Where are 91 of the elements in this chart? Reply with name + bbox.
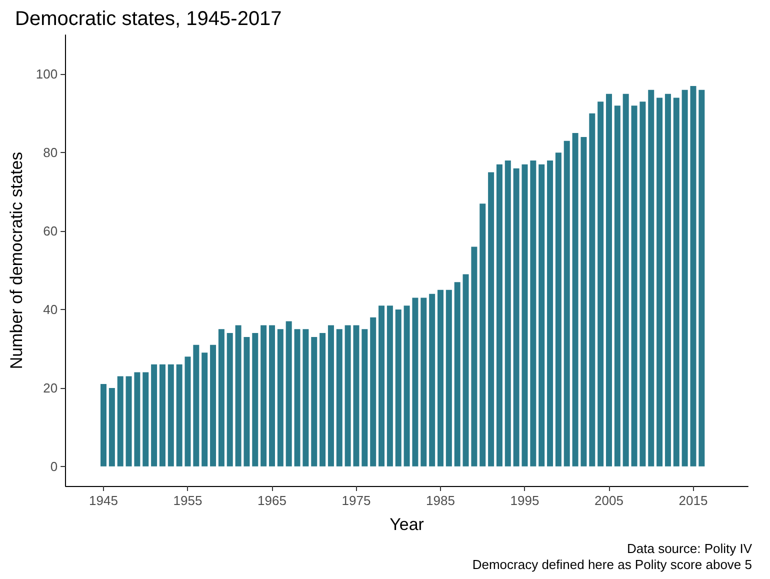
x-tick-label: 2005 xyxy=(594,493,624,508)
y-tick-label: 100 xyxy=(36,66,58,82)
bar xyxy=(226,333,233,466)
bar xyxy=(142,372,149,466)
bar xyxy=(648,90,654,466)
bar xyxy=(252,333,258,466)
bar xyxy=(564,140,570,466)
source-note: Data source: Polity IV xyxy=(627,541,752,556)
bar xyxy=(640,102,646,466)
bar xyxy=(698,90,705,466)
x-tick-label: 1975 xyxy=(342,493,371,508)
bar xyxy=(386,306,393,466)
bar xyxy=(320,333,326,466)
bar xyxy=(328,325,334,466)
bar xyxy=(462,274,469,466)
bar xyxy=(117,376,124,466)
bar xyxy=(269,325,275,466)
bar xyxy=(513,168,520,466)
y-tick-label: 20 xyxy=(43,380,58,396)
bar xyxy=(302,329,309,466)
bar xyxy=(151,364,158,466)
bar xyxy=(344,325,351,466)
x-tick-label: 1965 xyxy=(258,493,286,508)
y-tick-label: 60 xyxy=(43,224,58,239)
bar xyxy=(572,133,578,466)
bar xyxy=(370,317,376,466)
bar xyxy=(614,106,620,466)
bar xyxy=(496,164,502,466)
bar xyxy=(134,372,140,466)
bar xyxy=(580,136,587,466)
bar xyxy=(673,98,680,466)
bar xyxy=(555,152,562,466)
x-tick-label: 1985 xyxy=(426,493,455,508)
bar xyxy=(471,246,478,466)
x-tick-label: 1995 xyxy=(510,493,540,508)
bar xyxy=(454,282,460,466)
bar xyxy=(437,290,444,466)
bar xyxy=(108,388,115,466)
bar xyxy=(622,94,629,466)
bar xyxy=(690,86,696,466)
bar xyxy=(353,325,360,466)
bar xyxy=(362,329,368,466)
y-axis-title: Number of democratic states xyxy=(7,152,26,370)
bar xyxy=(606,94,612,466)
bar xyxy=(404,306,410,466)
bar xyxy=(429,294,436,466)
x-tick-label: 2015 xyxy=(678,493,708,508)
bar xyxy=(480,204,486,466)
x-axis-title: Year xyxy=(390,515,424,534)
bar xyxy=(168,364,174,466)
bar xyxy=(159,364,166,466)
bar xyxy=(294,329,300,466)
bar xyxy=(100,384,106,466)
bar xyxy=(311,336,318,466)
bar xyxy=(395,310,402,466)
y-tick-label: 0 xyxy=(50,458,58,474)
bar xyxy=(664,94,671,466)
bar xyxy=(446,290,452,466)
bar xyxy=(538,164,545,466)
bar xyxy=(412,298,418,466)
bar xyxy=(244,336,250,466)
bar xyxy=(547,160,554,466)
bar xyxy=(522,164,528,466)
bar xyxy=(378,306,385,466)
bar xyxy=(286,321,292,466)
y-tick-label: 40 xyxy=(43,302,58,318)
chart-title: Democratic states, 1945-2017 xyxy=(15,8,282,30)
bar xyxy=(420,298,427,466)
bar xyxy=(631,106,638,466)
bar xyxy=(126,376,132,466)
bar xyxy=(656,98,663,466)
x-tick-label: 1955 xyxy=(173,493,202,508)
bar xyxy=(598,102,604,466)
bar xyxy=(235,325,242,466)
bar xyxy=(336,329,342,466)
bar xyxy=(504,160,511,466)
bar xyxy=(202,352,208,466)
bar xyxy=(193,344,200,466)
bar xyxy=(530,160,536,466)
x-tick-label: 1945 xyxy=(89,493,118,508)
bar xyxy=(488,172,494,466)
bar xyxy=(589,113,596,466)
bar xyxy=(210,344,216,466)
bar xyxy=(682,90,688,466)
bar xyxy=(184,356,191,466)
bar xyxy=(218,329,224,466)
bar xyxy=(260,325,267,466)
bar xyxy=(176,364,182,466)
bar xyxy=(277,329,284,466)
y-tick-label: 80 xyxy=(43,145,58,160)
text: Democracy defined here as Polity score above 5 xyxy=(472,557,752,572)
